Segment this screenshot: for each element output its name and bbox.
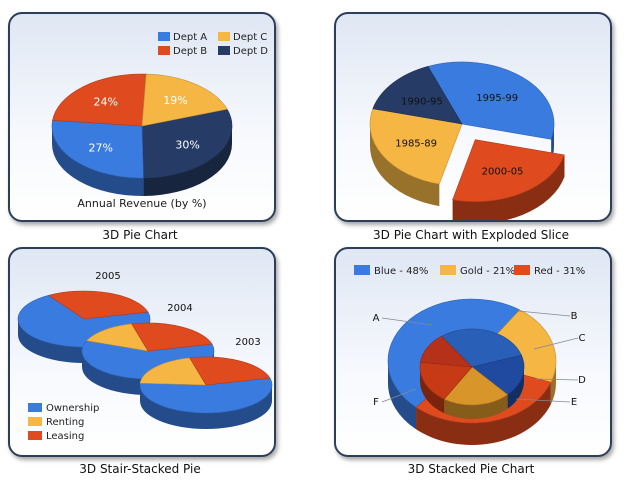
pie4-leader-line-A — [381, 317, 433, 326]
legend-swatch-dept-d — [218, 46, 230, 55]
pie1-slice-2 — [52, 73, 147, 127]
pie3-2003-slice-1 — [139, 357, 207, 386]
pie3-2004-slice-1 — [86, 323, 149, 352]
pie3-2003-slice-2 — [189, 356, 271, 386]
legend-label-dept-d: Dept D — [233, 46, 268, 57]
pie2-side-0 — [551, 124, 554, 162]
pie1-slice-3 — [141, 73, 228, 127]
legend-swatch-leasing — [28, 431, 42, 440]
pie1-data-label-2: 24% — [94, 95, 118, 108]
pie4-outer-side-0 — [388, 361, 417, 430]
chart-panel-exploded: 1995-99 2000-05 1985-89 1990-95 — [334, 12, 612, 222]
pie2-data-label-0: 1995-99 — [476, 93, 518, 104]
pie4-leader-line-C — [533, 337, 579, 350]
legend-label-1: Gold - 21% — [460, 266, 515, 277]
pie3-2003-slice-0 — [139, 377, 273, 414]
legend-label-leasing: Leasing — [46, 431, 84, 442]
pie1-slice-0 — [141, 108, 233, 179]
pie1-side-0 — [143, 126, 232, 196]
pie1-data-label-1: 27% — [89, 142, 113, 155]
legend-label-dept-b: Dept B — [173, 46, 207, 57]
caption-3d-pie-chart: 3D Pie Chart — [102, 228, 178, 242]
pie3-year-label-2004: 2004 — [167, 303, 192, 314]
pie3-year-label-2005: 2005 — [95, 271, 120, 282]
pie4-inner-slice-4 — [420, 335, 473, 368]
pie2-slice-3 — [372, 66, 463, 125]
pie2-data-label-2: 1985-89 — [395, 138, 437, 149]
pie4-point-label-E: E — [571, 397, 577, 408]
legend-swatch-2 — [514, 265, 530, 275]
pie1-slice-1 — [51, 119, 144, 179]
pie4-inner-side-2 — [444, 394, 508, 419]
caption-exploded-slice: 3D Pie Chart with Exploded Slice — [373, 228, 569, 242]
pie-chart-stacked: Blue - 48% Gold - 21% Red - 31% A BC DE F — [354, 265, 586, 445]
pie-chart-stair-stacked: 2005 2004 2003 Ownership Renting Leasing — [17, 271, 273, 442]
pie3-year-label-2003: 2003 — [235, 337, 260, 348]
pie2-data-label-1: 2000-05 — [482, 167, 524, 178]
legend-swatch-dept-c — [218, 32, 230, 41]
pie4-point-label-B: B — [571, 311, 578, 322]
chart-panel-stair-stacked: 2005 2004 2003 Ownership Renting Leasing — [8, 247, 276, 457]
pie4-outer-side-2 — [416, 382, 551, 445]
pie2-slice-2 — [369, 108, 463, 185]
pie1-side-1 — [52, 126, 144, 196]
pie4-point-label-D: D — [578, 375, 586, 386]
pie2-slice-0 — [427, 61, 555, 140]
legend-label-0: Blue - 48% — [374, 266, 428, 277]
legend-swatch-1 — [440, 265, 456, 275]
chart-panel-annual-revenue: 30% 27% 24% 19% Dept A Dept C Dept B Dept D An… — [8, 12, 276, 222]
legend-label-2: Red - 31% — [534, 266, 585, 277]
pie3-2004-slice-2 — [131, 322, 213, 352]
legend-swatch-ownership — [28, 403, 42, 412]
pie3-2005-slice-1 — [47, 290, 149, 320]
pie4-leader-line-F — [381, 388, 417, 403]
pie3-2003-side-0 — [140, 385, 272, 429]
legend-label-ownership: Ownership — [46, 403, 99, 414]
chart-title: Annual Revenue (by %) — [77, 197, 206, 210]
pie4-inner-slice-3 — [419, 361, 473, 400]
pie4-point-label-F: F — [373, 397, 379, 408]
pie4-inner-slice-1 — [471, 354, 525, 396]
pie2-side-2 — [370, 124, 440, 207]
pie4-point-label-C: C — [579, 333, 586, 344]
legend-label-dept-c: Dept C — [233, 32, 267, 43]
legend-swatch-dept-b — [158, 46, 170, 55]
pie1-data-label-0: 30% — [175, 139, 199, 152]
legend-swatch-dept-a — [158, 32, 170, 41]
legend-label-dept-a: Dept A — [173, 32, 207, 43]
pie2-data-label-3: 1990-95 — [401, 96, 443, 107]
pie1-data-label-3: 19% — [163, 94, 187, 107]
pie4-leader-line-E — [515, 398, 571, 403]
legend-swatch-renting — [28, 417, 42, 426]
pie2-slice-1 — [452, 139, 565, 202]
pie4-inner-group — [419, 328, 525, 419]
pie4-leader-line-D — [535, 378, 579, 381]
caption-stair-stacked: 3D Stair-Stacked Pie — [79, 462, 201, 476]
legend-swatch-0 — [354, 265, 370, 275]
pie4-point-label-A: A — [373, 313, 380, 324]
pie-chart-exploded-slice: 1995-99 2000-05 1985-89 1990-95 — [369, 61, 565, 220]
pie4-inner-slice-2 — [443, 366, 509, 406]
pie-chart-annual-revenue: 30% 27% 24% 19% Dept A Dept C Dept B Dept D An… — [51, 32, 268, 210]
caption-stacked-pie: 3D Stacked Pie Chart — [407, 462, 535, 476]
legend-label-renting: Renting — [46, 417, 84, 428]
pie4-inner-slice-0 — [440, 328, 522, 368]
pie2-side-1 — [452, 154, 565, 220]
pie4-leader-line-B — [517, 310, 571, 317]
pie4-inner-side-3 — [420, 367, 445, 414]
